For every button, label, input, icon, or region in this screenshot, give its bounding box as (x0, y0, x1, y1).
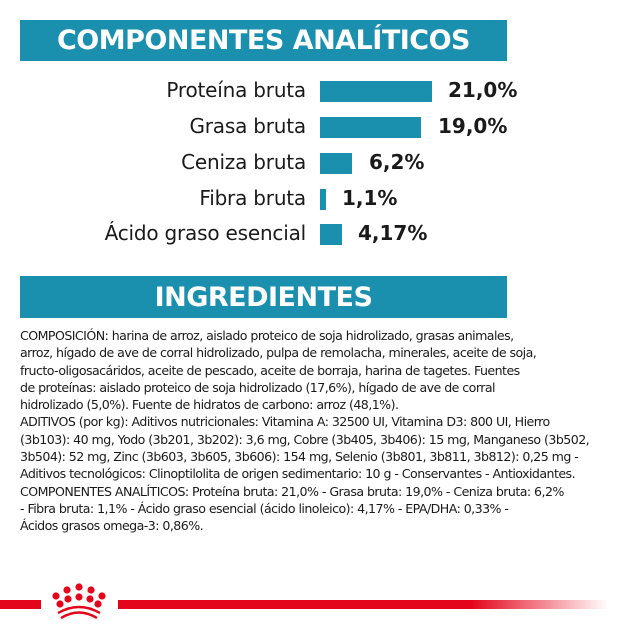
nutrient-row: Ceniza bruta 6,2% (0, 150, 640, 175)
nutrient-label: Fibra bruta (199, 186, 306, 210)
ingredients-header: INGREDIENTES (20, 276, 507, 318)
nutrient-value: 1,1% (342, 186, 398, 210)
nutrient-bar (320, 117, 421, 138)
nutrient-row: Grasa bruta 19,0% (0, 114, 640, 139)
nutrient-label: Ceniza bruta (181, 150, 306, 174)
ingredients-line: ADITIVOS (por kg): Aditivos nutricionale… (20, 414, 550, 430)
ingredients-line: Ácidos grasos omega-3: 0,86%. (20, 518, 204, 534)
ingredients-line: de proteínas: aislado proteico de soja h… (20, 379, 496, 395)
nutrient-bar (320, 224, 342, 245)
ingredients-line: 3b504): 52 mg, Zinc (3b603, 3b605, 3b606… (20, 449, 579, 465)
ingredients-line: hidrolizado (5,0%). Fuente de hidratos d… (20, 397, 399, 413)
ingredients-line: COMPONENTES ANALÍTICOS: Proteína bruta: … (20, 483, 564, 499)
brand-line-left (0, 600, 41, 609)
analytic-components-header: COMPONENTES ANALÍTICOS (20, 20, 507, 61)
nutrient-bar (320, 189, 326, 210)
nutrient-value: 6,2% (369, 150, 425, 174)
ingredients-text: COMPOSICIÓN: harina de arroz, aislado pr… (20, 327, 620, 535)
royal-crown-icon (52, 583, 106, 620)
nutrient-value: 19,0% (438, 114, 508, 138)
nutrient-bar (320, 153, 352, 174)
ingredients-line: fructo-oligosacáridos, aceite de pescado… (20, 362, 520, 378)
nutrient-label: Grasa bruta (189, 114, 306, 138)
ingredients-line: Aditivos tecnológicos: Clinoptilolita de… (20, 466, 576, 482)
nutrient-bar (320, 81, 432, 102)
nutrient-label: Proteína bruta (166, 78, 306, 102)
nutrient-row: Proteína bruta 21,0% (0, 78, 640, 103)
ingredients-line: COMPOSICIÓN: harina de arroz, aislado pr… (20, 328, 514, 343)
nutrient-label: Ácido graso esencial (104, 221, 307, 245)
nutrient-row: Ácido graso esencial 4,17% (0, 221, 640, 246)
ingredients-line: - Fibra bruta: 1,1% - Ácido graso esenci… (20, 500, 509, 516)
nutrient-value: 4,17% (358, 221, 428, 245)
brand-line-right (118, 600, 608, 609)
ingredients-line: (3b103): 40 mg, Yodo (3b201, 3b202): 3,6… (20, 431, 590, 447)
nutrient-value: 21,0% (448, 78, 518, 102)
nutrient-row: Fibra bruta 1,1% (0, 186, 640, 211)
ingredients-line: arroz, hígado de ave de corral hidroliza… (20, 345, 537, 361)
